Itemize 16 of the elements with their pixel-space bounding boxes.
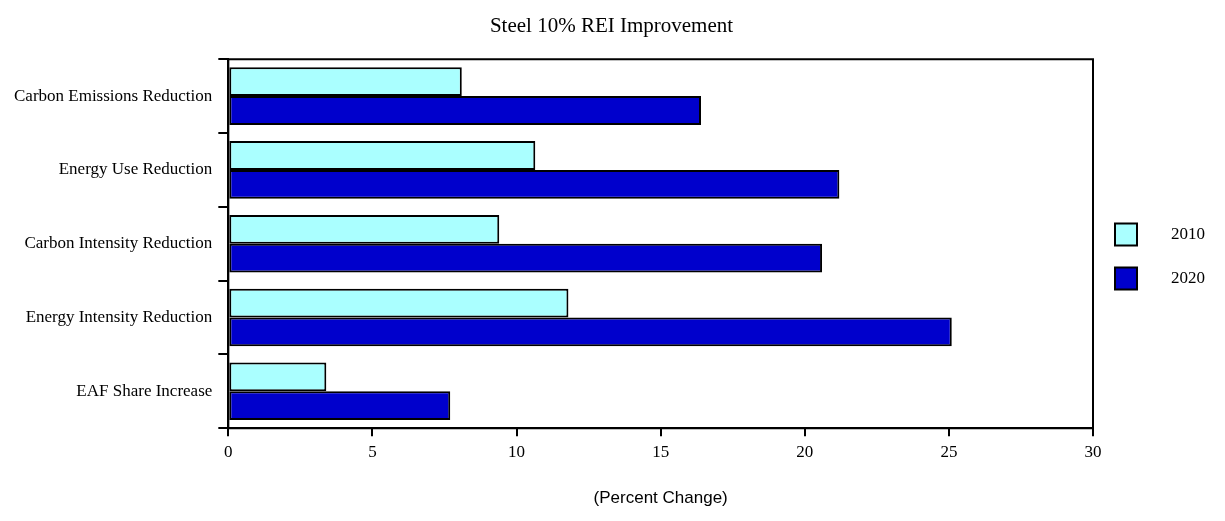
x-tick-label: 25 bbox=[940, 441, 958, 461]
y-tick-label: Carbon Intensity Reduction bbox=[24, 233, 213, 253]
y-tick-label: Energy Use Reduction bbox=[58, 159, 213, 179]
y-tick-label: Energy Intensity Reduction bbox=[25, 306, 213, 326]
y-tick-label: EAF Share Increase bbox=[76, 380, 213, 400]
x-tick-label: 0 bbox=[224, 441, 233, 461]
x-tick-label: 5 bbox=[368, 441, 377, 461]
legend-label: 2020 bbox=[1145, 267, 1205, 287]
x-tick-label: 10 bbox=[508, 441, 526, 461]
x-tick-label: 20 bbox=[796, 441, 814, 461]
x-tick-label: 30 bbox=[1084, 441, 1102, 461]
x-tick-label: 15 bbox=[652, 441, 670, 461]
y-tick-label: Carbon Emissions Reduction bbox=[13, 85, 213, 105]
x-axis-title: (Percent Change) bbox=[593, 488, 728, 508]
chart-title: Steel 10% REI Improvement bbox=[489, 13, 734, 38]
legend-label: 2010 bbox=[1145, 223, 1205, 243]
